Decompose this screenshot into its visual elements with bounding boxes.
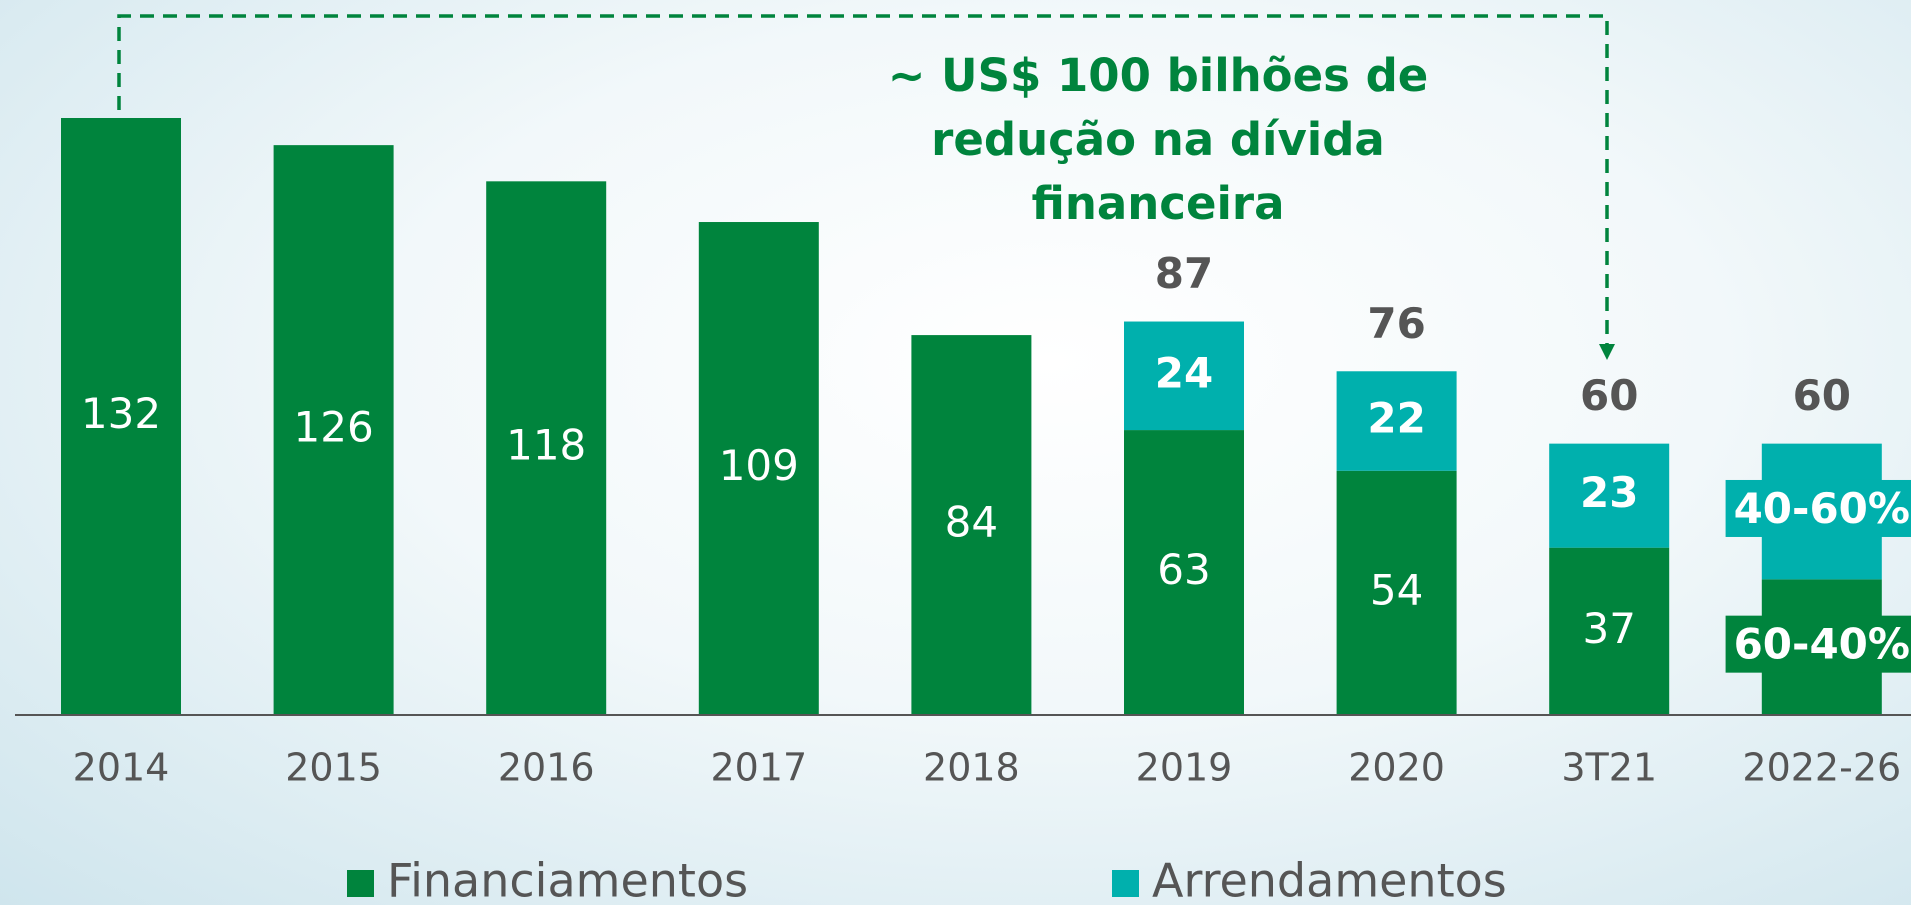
x-tick-label: 2019 (1136, 746, 1233, 790)
bar-segment (273, 145, 394, 716)
value-label: 63 (1157, 545, 1210, 594)
value-label: 40-60% (1734, 484, 1910, 533)
bar-segment (911, 335, 1032, 715)
annotation-text: financeira (1032, 177, 1285, 230)
value-label: 37 (1582, 604, 1635, 653)
x-tick-label: 2015 (285, 746, 382, 790)
arrow-head (1599, 344, 1615, 360)
value-label: 118 (506, 421, 586, 470)
legend-swatch (1112, 870, 1139, 897)
value-label: 24 (1155, 348, 1213, 397)
x-tick-label: 2017 (710, 746, 807, 790)
bracket (117, 14, 1609, 350)
x-tick-label: 2020 (1348, 746, 1445, 790)
value-label: 54 (1370, 565, 1423, 614)
total-label: 60 (1793, 371, 1851, 420)
x-tick-label: 2018 (923, 746, 1020, 790)
x-tick-label: 2014 (73, 746, 170, 790)
value-label: 132 (81, 389, 161, 438)
value-label: 126 (294, 403, 374, 452)
bar-segment (486, 181, 607, 715)
bar-segment (61, 118, 181, 715)
legend-label: Financiamentos (387, 854, 748, 905)
bar-segment (1336, 371, 1457, 471)
x-tick-label: 3T21 (1561, 746, 1657, 790)
value-label-box (1725, 615, 1911, 673)
total-label: 76 (1367, 299, 1425, 348)
bar-segment (1549, 547, 1670, 715)
legend-swatch (347, 870, 374, 897)
bar-segment (1336, 470, 1457, 715)
bar-segment (1124, 321, 1244, 431)
bar-segment (1549, 443, 1670, 548)
bar-segment (698, 222, 819, 716)
total-label: 60 (1580, 371, 1638, 420)
annotation-text: ~ US$ 100 bilhões de (888, 49, 1429, 102)
bar-segment (1124, 430, 1244, 715)
value-label: 22 (1367, 394, 1425, 443)
value-label: 60-40% (1734, 620, 1910, 669)
total-label: 87 (1155, 249, 1213, 298)
value-label-box (1725, 479, 1911, 537)
annotation-text: redução na dívida (931, 113, 1385, 166)
value-label: 84 (945, 498, 998, 547)
value-label: 23 (1580, 468, 1638, 517)
x-tick-label: 2022-26 (1742, 746, 1901, 790)
x-tick-label: 2016 (498, 746, 595, 790)
value-label: 109 (719, 441, 799, 490)
legend-label: Arrendamentos (1152, 854, 1507, 905)
annotation (117, 14, 1615, 360)
